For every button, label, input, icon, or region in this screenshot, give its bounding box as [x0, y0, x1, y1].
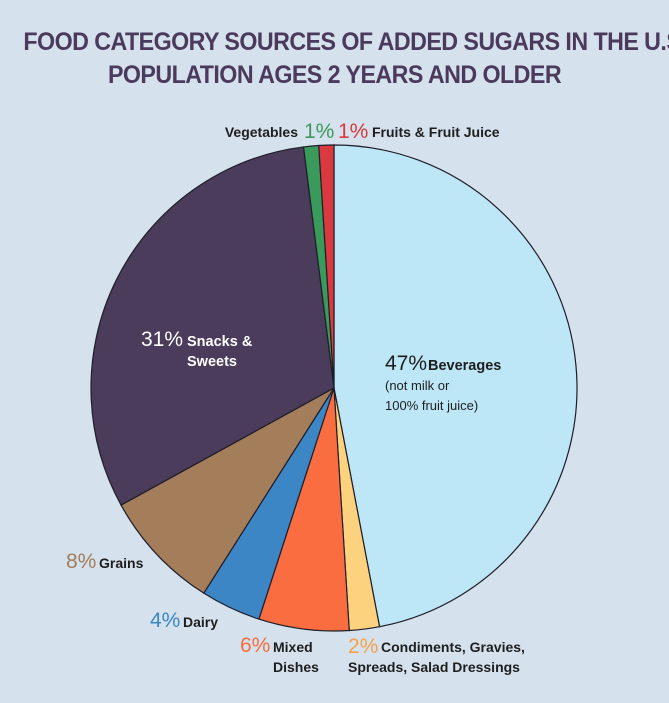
pct-label-grains: 8%: [66, 550, 96, 573]
pie-slice-beverages: [333, 144, 578, 628]
chart-title-line-1: FOOD CATEGORY SOURCES OF ADDED SUGARS IN…: [23, 28, 669, 56]
pie-slice-fruits: [318, 144, 335, 389]
category-label-snacks-sweets-2: Sweets: [187, 354, 237, 370]
category-label-dairy-1: Dairy: [183, 614, 218, 630]
category-label-beverages-1: Beverages: [428, 358, 501, 374]
category-label-vegetables-1: Vegetables: [225, 124, 298, 140]
pct-label-snacks-sweets: 31%: [141, 328, 183, 351]
category-label-mixed-dishes-1: Mixed: [273, 639, 313, 655]
category-note-beverages-2: 100% fruit juice): [385, 398, 478, 413]
category-note-beverages-1: (not milk or: [385, 378, 450, 393]
pct-label-condiments: 2%: [348, 635, 378, 658]
category-label-condiments-1: Condiments, Gravies,: [381, 639, 525, 655]
category-label-mixed-dishes-2: Dishes: [273, 659, 319, 675]
pie-slice-snacks-sweets: [90, 146, 335, 506]
pct-label-dairy: 4%: [150, 609, 180, 632]
category-label-snacks-sweets-1: Snacks &: [187, 334, 253, 350]
pie-slice-grains: [120, 387, 335, 595]
pct-label-beverages: 47%: [385, 352, 427, 375]
pct-label-fruits: 1%: [338, 120, 368, 143]
chart-title: FOOD CATEGORY SOURCES OF ADDED SUGARS IN…: [23, 26, 669, 92]
category-label-condiments-2: Spreads, Salad Dressings: [348, 659, 520, 675]
category-label-fruits-1: Fruits & Fruit Juice: [372, 124, 500, 140]
pct-label-mixed-dishes: 6%: [240, 634, 270, 657]
chart-title-line-2: POPULATION AGES 2 YEARS AND OLDER: [107, 61, 562, 89]
category-label-grains-1: Grains: [99, 555, 144, 571]
pct-label-vegetables: 1%: [304, 120, 334, 143]
